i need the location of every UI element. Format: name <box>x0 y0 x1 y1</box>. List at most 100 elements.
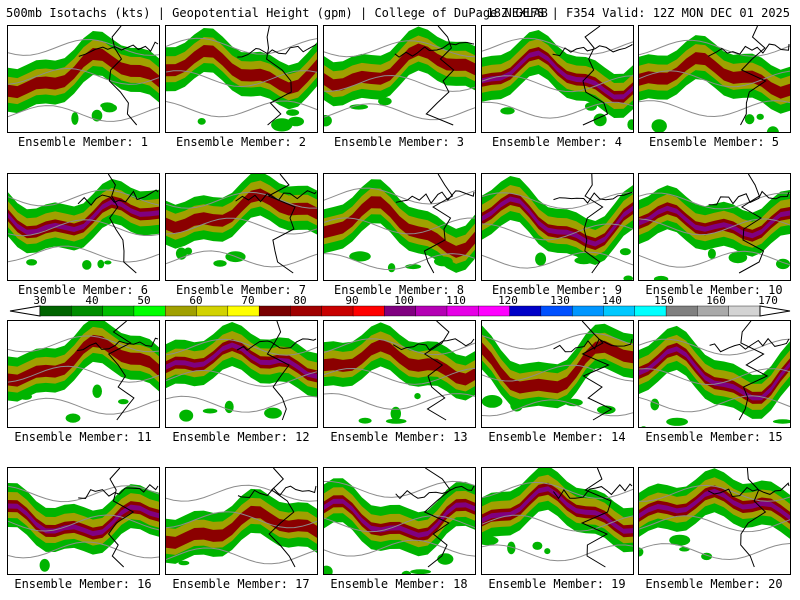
jet-stream-map <box>639 468 790 568</box>
height-contour <box>639 395 790 413</box>
chart-header: 500mb Isotachs (kts) | Geopotential Heig… <box>0 0 800 22</box>
height-contour <box>8 67 159 85</box>
wind-patch <box>535 252 547 266</box>
wind-patch <box>623 275 633 280</box>
west-coastline <box>107 174 137 274</box>
wind-patch <box>641 426 646 427</box>
height-contour <box>324 103 475 121</box>
legend-tick-label: 120 <box>498 294 518 307</box>
height-contour <box>639 250 790 268</box>
jet-core-110kt <box>324 498 475 538</box>
jet-stream-map <box>324 26 475 127</box>
ensemble-map-panel <box>323 467 476 575</box>
coastline <box>78 41 159 57</box>
wind-patch <box>666 417 688 426</box>
coastline <box>395 485 475 500</box>
ensemble-map-panel <box>165 173 318 281</box>
wind-patch <box>651 119 667 132</box>
legend-left-arrow <box>9 305 41 317</box>
coastline <box>707 482 790 498</box>
ensemble-member-label: Ensemble Member: 6 <box>17 283 149 297</box>
legend-tick-label: 160 <box>706 294 726 307</box>
height-contour <box>324 539 475 557</box>
ensemble-map-panel <box>481 25 634 133</box>
jet-core-80kt <box>324 196 475 258</box>
height-contour <box>166 484 317 502</box>
legend-tick-label: 70 <box>241 294 254 307</box>
ensemble-member-label: Ensemble Member: 5 <box>648 135 780 149</box>
wind-patch <box>414 393 421 400</box>
wind-patch <box>349 251 371 262</box>
legend-color-swatch <box>697 305 730 317</box>
jet-core-110kt <box>8 503 159 537</box>
west-coastline <box>738 321 769 421</box>
ensemble-member-label: Ensemble Member: 12 <box>172 430 310 444</box>
wind-patch <box>102 103 117 113</box>
height-contour <box>482 514 633 532</box>
jet-core-80kt <box>639 485 790 524</box>
coastline <box>237 43 317 58</box>
legend-color-swatch <box>290 305 323 317</box>
wind-patch <box>378 97 392 106</box>
height-contour <box>324 480 475 498</box>
ensemble-map-panel <box>165 25 318 133</box>
wind-patch <box>324 115 332 127</box>
wind-patch <box>507 541 516 555</box>
wind-patch <box>597 405 616 415</box>
legend-right-arrow <box>759 305 791 317</box>
height-contour <box>639 70 790 88</box>
wind-patch <box>482 536 499 546</box>
height-contour <box>324 338 475 356</box>
chart-title: 500mb Isotachs (kts) | Geopotential Heig… <box>6 6 548 20</box>
west-coastline <box>583 174 604 274</box>
wind-patch <box>340 95 357 101</box>
jet-core-80kt <box>639 52 790 99</box>
jet-stream-map <box>324 468 475 574</box>
wind-patch <box>434 256 453 267</box>
legend-tick-label: 100 <box>394 294 414 307</box>
height-contour <box>482 399 633 417</box>
height-contour <box>8 365 159 383</box>
legend-color-swatch <box>258 305 291 317</box>
coastline <box>552 43 633 57</box>
height-contour <box>8 38 159 56</box>
legend-color-swatch <box>71 305 104 317</box>
wind-patch <box>669 534 691 546</box>
wind-patch <box>358 417 372 424</box>
height-contour <box>482 37 633 55</box>
ensemble-member-label: Ensemble Member: 4 <box>491 135 623 149</box>
wind-patch <box>574 256 594 265</box>
legend-color-swatch <box>571 305 604 317</box>
jet-stream-map <box>166 26 317 132</box>
jet-core-80kt <box>482 47 633 103</box>
height-contour <box>639 515 790 533</box>
height-contour <box>8 514 159 532</box>
ensemble-map-panel <box>165 320 318 428</box>
west-coastline <box>423 321 450 421</box>
height-contour <box>639 100 790 118</box>
jet-core-110kt <box>8 199 159 235</box>
height-contour <box>166 70 317 88</box>
wind-patch <box>202 408 218 414</box>
ensemble-member-label: Ensemble Member: 20 <box>645 577 783 591</box>
legend-color-swatch <box>165 305 198 317</box>
height-contour <box>324 187 475 205</box>
height-contour <box>482 75 633 93</box>
wind-patch <box>286 109 300 116</box>
ensemble-map-panel <box>481 320 634 428</box>
wind-patch <box>401 570 412 574</box>
height-contour <box>639 39 790 57</box>
wind-patch <box>39 558 50 572</box>
wind-patch <box>92 384 102 398</box>
coastline <box>709 337 790 353</box>
height-contour <box>324 392 475 410</box>
ensemble-member-label: Ensemble Member: 14 <box>488 430 626 444</box>
legend-color-swatch <box>540 305 573 317</box>
wind-patch <box>213 260 227 267</box>
jet-core-110kt <box>639 488 790 521</box>
jet-stream-map <box>482 26 633 130</box>
jet-core-80kt <box>324 43 475 92</box>
legend-tick-label: 30 <box>33 294 46 307</box>
wind-patch <box>179 409 194 422</box>
legend-color-swatch <box>728 305 761 317</box>
